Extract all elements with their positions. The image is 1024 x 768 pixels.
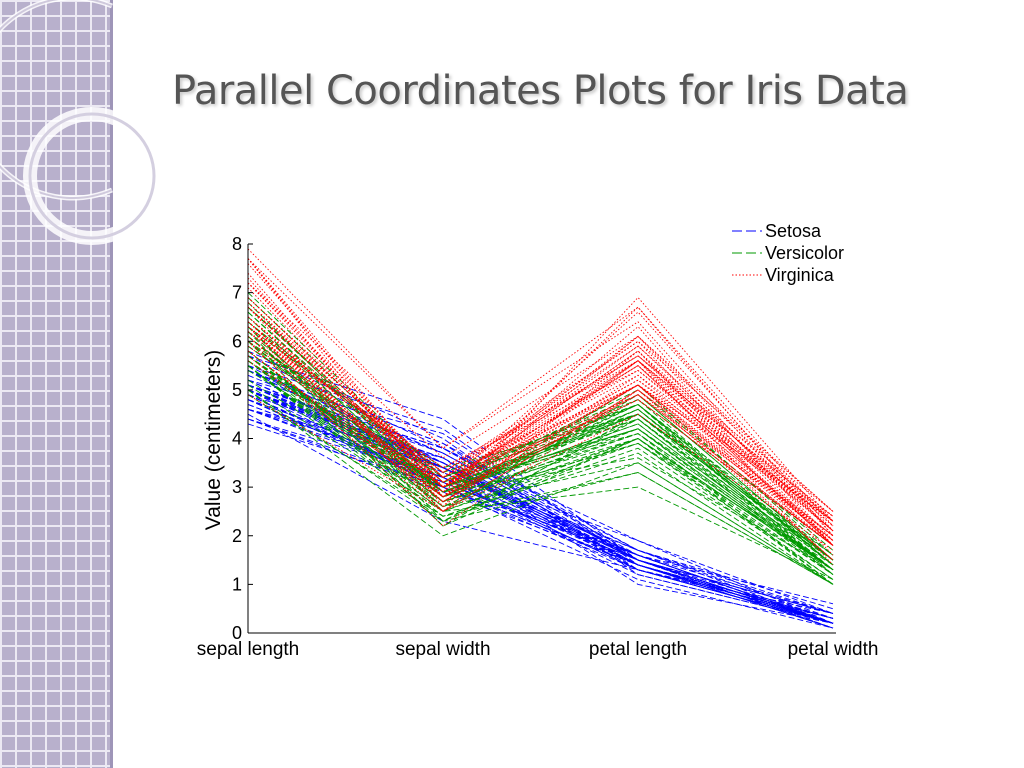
- y-tick-label: 5: [232, 380, 242, 400]
- y-tick-label: 4: [232, 429, 242, 449]
- series-line: [247, 360, 834, 580]
- series-line: [247, 321, 834, 546]
- series-line: [247, 326, 834, 517]
- series-line: [247, 350, 834, 541]
- series-line: [247, 365, 834, 571]
- y-tick-label: 3: [232, 477, 242, 497]
- series-line: [247, 297, 834, 532]
- series-virginica: [247, 248, 834, 566]
- slide-title: Parallel Coordinates Plots for Iris Data: [172, 68, 909, 114]
- series-line: [247, 418, 834, 624]
- series-line: [247, 306, 834, 546]
- series-line: [247, 326, 834, 561]
- series-line: [247, 302, 834, 532]
- y-tick-label: 6: [232, 331, 242, 351]
- x-tick-label: petal length: [589, 639, 687, 660]
- series-line: [247, 258, 834, 522]
- series-line: [247, 321, 834, 541]
- x-tick-label: petal width: [788, 639, 879, 660]
- decorative-circles: [0, 0, 161, 245]
- series-line: [247, 287, 834, 532]
- series-line: [247, 389, 834, 624]
- series-line: [247, 263, 834, 532]
- series-line: [247, 248, 834, 537]
- series-line: [247, 326, 834, 541]
- series-line: [247, 370, 834, 561]
- series-line: [247, 408, 834, 624]
- series-line: [247, 350, 834, 575]
- series-line: [247, 340, 834, 546]
- legend-entry: Versicolor: [765, 243, 844, 263]
- x-tick-label: sepal width: [395, 639, 490, 660]
- y-tick-label: 7: [232, 283, 242, 303]
- y-tick-label: 8: [232, 234, 242, 254]
- series-line: [247, 258, 834, 522]
- x-tick-label: sepal length: [197, 639, 299, 660]
- series-line: [247, 365, 834, 580]
- series-line: [247, 408, 834, 624]
- series-line: [247, 374, 834, 624]
- series-line: [247, 340, 834, 561]
- y-tick-label: 2: [232, 526, 242, 546]
- series-line: [247, 350, 834, 575]
- series-line: [247, 297, 834, 522]
- series-line: [247, 389, 834, 624]
- series-line: [247, 384, 834, 624]
- series-line: [247, 282, 834, 546]
- series-line: [247, 389, 834, 585]
- series-line: [247, 345, 834, 546]
- series-line: [247, 365, 834, 585]
- y-axis-label: Value (centimeters): [202, 350, 225, 531]
- series-line: [247, 355, 834, 585]
- series-line: [247, 331, 834, 522]
- series-line: [247, 404, 834, 624]
- series-line: [247, 384, 834, 580]
- series-line: [247, 360, 834, 537]
- series-line: [247, 418, 834, 624]
- legend-entry: Virginica: [765, 265, 835, 285]
- series-line: [247, 326, 834, 512]
- series-line: [247, 258, 834, 527]
- series-line: [247, 394, 834, 551]
- series-line: [247, 394, 834, 585]
- series-line: [247, 306, 834, 517]
- series-line: [247, 321, 834, 527]
- legend-entry: Setosa: [765, 221, 822, 241]
- y-tick-label: 0: [232, 623, 242, 643]
- y-tick-label: 1: [232, 574, 242, 594]
- series-line: [247, 316, 834, 537]
- series-line: [247, 389, 834, 585]
- series-line: [247, 355, 834, 571]
- series-line: [247, 355, 834, 614]
- series-line: [247, 355, 834, 537]
